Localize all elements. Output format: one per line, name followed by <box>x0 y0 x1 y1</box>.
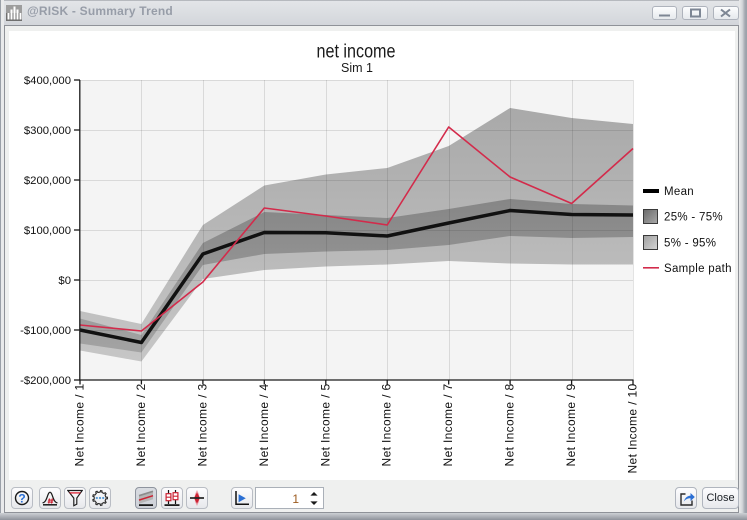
svg-text:Mean: Mean <box>664 186 694 198</box>
svg-text:Sim 1: Sim 1 <box>341 61 373 75</box>
svg-text:-$200,000: -$200,000 <box>20 375 71 387</box>
svg-text:$100,000: $100,000 <box>24 225 71 237</box>
svg-text:Sample path: Sample path <box>664 263 732 275</box>
svg-text:Net Income / 5: Net Income / 5 <box>318 384 332 467</box>
svg-text:?: ? <box>18 492 25 506</box>
svg-text:Net Income / 9: Net Income / 9 <box>564 384 578 467</box>
svg-text:-$100,000: -$100,000 <box>20 325 71 337</box>
svg-text:$300,000: $300,000 <box>24 125 71 137</box>
svg-text:Net Income / 2: Net Income / 2 <box>134 384 148 467</box>
svg-text:$0: $0 <box>58 275 71 287</box>
svg-text:Net Income / 7: Net Income / 7 <box>441 384 455 467</box>
svg-text:Net Income / 6: Net Income / 6 <box>380 384 394 467</box>
svg-text:$400,000: $400,000 <box>24 75 71 87</box>
svg-text:net income: net income <box>317 42 396 63</box>
svg-text:Net Income / 4: Net Income / 4 <box>257 384 271 467</box>
svg-text:Net Income / 8: Net Income / 8 <box>503 384 517 467</box>
svg-text:5% - 95%: 5% - 95% <box>664 238 716 250</box>
svg-text:Net Income / 10: Net Income / 10 <box>626 384 640 474</box>
svg-text:Net Income / 3: Net Income / 3 <box>195 384 209 467</box>
svg-text:$200,000: $200,000 <box>24 175 71 187</box>
svg-text:25% - 75%: 25% - 75% <box>664 212 723 224</box>
svg-text:Net Income / 1: Net Income / 1 <box>73 384 87 467</box>
